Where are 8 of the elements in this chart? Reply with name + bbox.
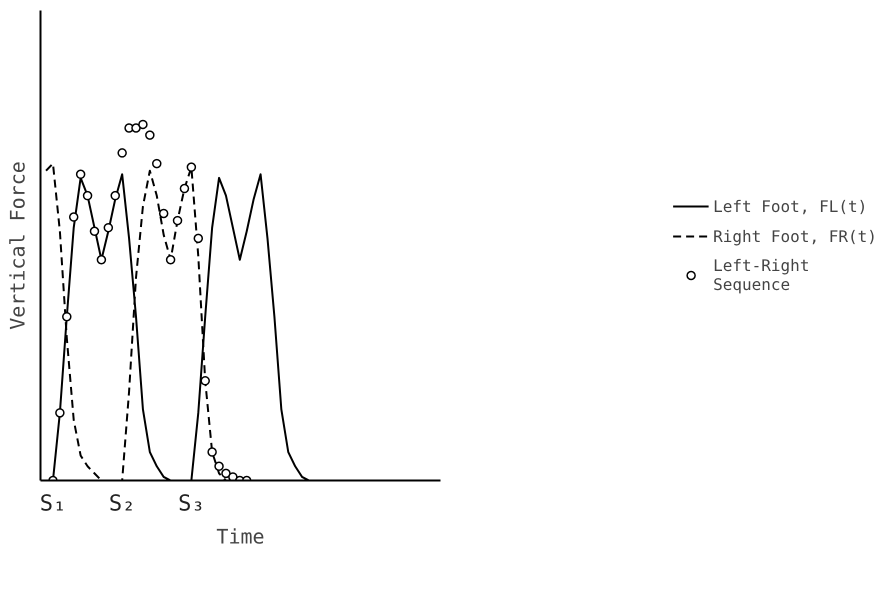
- x-axis-title: Time: [216, 524, 265, 548]
- y-axis-title: Vertical Force: [6, 161, 30, 330]
- legend-label: Left-Right Sequence: [713, 256, 810, 294]
- legend-label: Left Foot, FL(t): [713, 196, 868, 216]
- x-tick-label: S₂: [108, 492, 136, 516]
- legend-label: Right Foot, FR(t): [713, 226, 877, 246]
- x-tick-label: S₃: [178, 492, 205, 516]
- x-tick-label: S₁: [40, 492, 66, 516]
